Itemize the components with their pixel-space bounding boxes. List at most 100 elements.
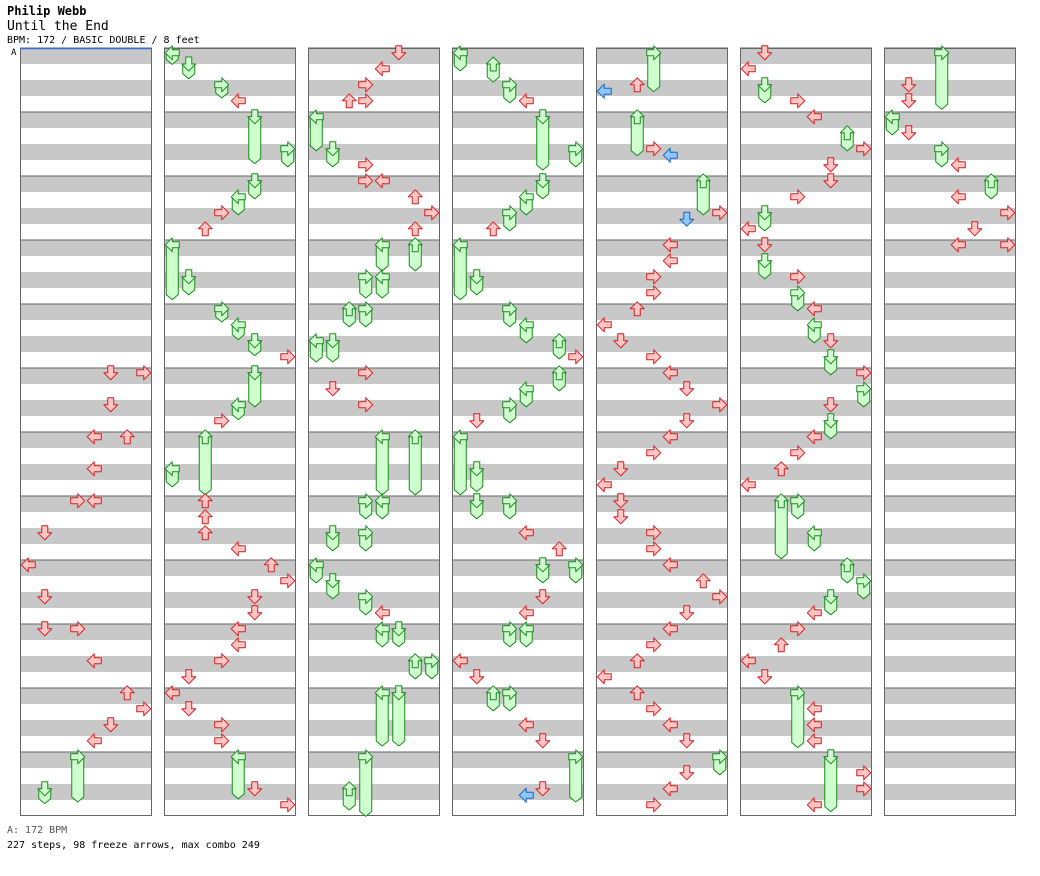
arrow-up-icon bbox=[839, 557, 855, 573]
step-arrow-right bbox=[712, 589, 728, 605]
freeze-arrow-down bbox=[535, 173, 551, 200]
beat-band bbox=[164, 368, 296, 384]
freeze-arrow-right bbox=[568, 141, 584, 168]
section-marker: A bbox=[11, 48, 17, 58]
beat-band bbox=[308, 432, 440, 448]
arrow-left-icon bbox=[518, 525, 534, 541]
arrow-right-icon bbox=[502, 205, 518, 221]
beat-band bbox=[452, 720, 584, 736]
arrow-left-icon bbox=[452, 237, 468, 253]
freeze-arrow-right bbox=[856, 573, 872, 600]
beat-band bbox=[308, 48, 440, 64]
step-arrow-down bbox=[757, 237, 773, 253]
step-arrow-right bbox=[790, 445, 806, 461]
freeze-arrow-right bbox=[358, 525, 374, 552]
arrow-right-icon bbox=[280, 573, 296, 589]
beat-band bbox=[308, 560, 440, 576]
beat-band bbox=[596, 208, 728, 224]
arrow-left-icon bbox=[374, 685, 390, 701]
beat-band bbox=[452, 368, 584, 384]
beat-band bbox=[308, 80, 440, 96]
arrow-left-icon bbox=[518, 787, 534, 803]
arrow-left-icon bbox=[806, 109, 822, 125]
beat-band bbox=[164, 528, 296, 544]
beat-band bbox=[164, 624, 296, 640]
arrow-up-icon bbox=[197, 221, 213, 237]
freeze-arrow-left bbox=[452, 429, 468, 496]
arrow-left-icon bbox=[662, 781, 678, 797]
arrow-up-icon bbox=[629, 77, 645, 93]
arrow-up-icon bbox=[695, 573, 711, 589]
arrow-left-icon bbox=[86, 733, 102, 749]
arrow-up-icon bbox=[773, 637, 789, 653]
chart-stats: 227 steps, 98 freeze arrows, max combo 2… bbox=[7, 840, 260, 851]
arrow-down-icon bbox=[757, 669, 773, 685]
arrow-left-icon bbox=[374, 237, 390, 253]
step-arrow-down bbox=[823, 173, 839, 189]
step-arrow-right bbox=[646, 701, 662, 717]
beat-band bbox=[308, 368, 440, 384]
step-arrow-left bbox=[662, 237, 678, 253]
freeze-arrow-left bbox=[374, 237, 390, 272]
beat-band bbox=[452, 336, 584, 352]
step-arrow-up bbox=[485, 221, 501, 237]
arrow-left-icon bbox=[518, 605, 534, 621]
arrow-down-icon bbox=[181, 56, 197, 72]
freeze-arrow-left bbox=[164, 45, 180, 66]
arrow-up-icon bbox=[407, 237, 423, 253]
arrow-left-icon bbox=[230, 541, 246, 557]
beat-band bbox=[596, 80, 728, 96]
arrow-right-icon bbox=[646, 349, 662, 365]
arrow-right-icon bbox=[646, 141, 662, 157]
freeze-arrow-left bbox=[452, 237, 468, 301]
beat-band bbox=[20, 112, 152, 128]
beat-band bbox=[164, 464, 296, 480]
beat-band bbox=[740, 464, 872, 480]
step-arrow-up bbox=[197, 493, 213, 509]
step-arrow-left bbox=[806, 701, 822, 717]
arrow-down-icon bbox=[823, 749, 839, 765]
beat-band bbox=[740, 528, 872, 544]
arrow-right-icon bbox=[646, 445, 662, 461]
freeze-arrow-left bbox=[518, 189, 534, 216]
beat-band bbox=[740, 656, 872, 672]
step-arrow-left bbox=[452, 653, 468, 669]
freeze-arrow-right bbox=[502, 205, 518, 232]
beat-band bbox=[20, 272, 152, 288]
freeze-arrow-up bbox=[983, 173, 999, 200]
arrow-down-icon bbox=[613, 493, 629, 509]
arrow-left-icon bbox=[374, 621, 390, 637]
arrow-right-icon bbox=[1000, 205, 1016, 221]
freeze-tail bbox=[198, 436, 212, 496]
beat-band bbox=[308, 752, 440, 768]
chart-column bbox=[308, 47, 440, 816]
arrow-down-icon bbox=[535, 109, 551, 125]
arrow-down-icon bbox=[757, 77, 773, 93]
arrow-right-icon bbox=[790, 445, 806, 461]
freeze-arrow-up bbox=[407, 429, 423, 496]
beat-band bbox=[20, 592, 152, 608]
step-arrow-right bbox=[646, 541, 662, 557]
arrow-right-icon bbox=[280, 349, 296, 365]
step-arrow-down bbox=[535, 733, 551, 749]
arrow-left-icon bbox=[20, 557, 36, 573]
beat-band bbox=[884, 304, 1016, 320]
beat-band bbox=[20, 656, 152, 672]
beat-band bbox=[452, 400, 584, 416]
arrow-down-icon bbox=[757, 237, 773, 253]
freeze-arrow-down bbox=[823, 589, 839, 616]
step-arrow-down bbox=[613, 333, 629, 349]
arrow-up-icon bbox=[629, 301, 645, 317]
step-arrow-down bbox=[679, 765, 695, 781]
step-arrow-up bbox=[197, 509, 213, 525]
freeze-arrow-up bbox=[773, 493, 789, 560]
beat-band bbox=[740, 624, 872, 640]
beat-band bbox=[740, 784, 872, 800]
beat-band bbox=[20, 784, 152, 800]
beat-band bbox=[884, 592, 1016, 608]
freeze-arrow-down bbox=[469, 493, 485, 520]
step-arrow-right bbox=[358, 397, 374, 413]
beat-band bbox=[308, 656, 440, 672]
arrow-down-icon bbox=[469, 669, 485, 685]
freeze-arrow-right bbox=[358, 269, 374, 299]
